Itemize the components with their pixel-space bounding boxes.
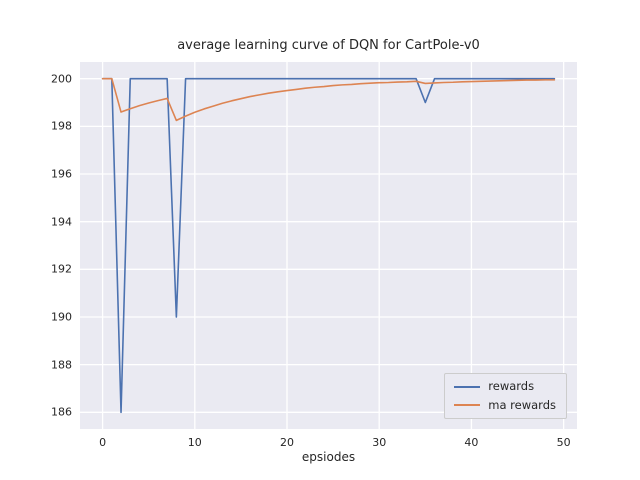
x-tick-label: 40 <box>464 436 479 449</box>
y-tick-label: 196 <box>51 167 72 181</box>
x-tick-label: 10 <box>187 436 202 449</box>
rewards-line <box>101 77 556 414</box>
x-axis-label: epsiodes <box>301 450 356 464</box>
y-tick-label: 200 <box>51 72 72 86</box>
x-tick-label: 50 <box>556 436 571 449</box>
ma-rewards-line-swatch <box>454 404 481 407</box>
chart-title: average learning curve of DQN for CartPo… <box>177 38 480 53</box>
plot-canvas <box>80 62 577 429</box>
plot-area <box>80 62 577 429</box>
y-tick-label: 190 <box>51 310 72 324</box>
legend-entry-ma-rewards: ma rewards <box>454 397 556 412</box>
legend-entry-rewards: rewards <box>454 379 556 393</box>
y-tick-label: 198 <box>51 119 72 133</box>
x-tick-label: 30 <box>372 436 387 449</box>
y-tick-label: 186 <box>51 405 72 419</box>
x-tick-label: 0 <box>99 436 107 449</box>
y-tick-label: 194 <box>51 215 72 229</box>
x-tick-label: 20 <box>280 436 294 449</box>
y-tick-label: 192 <box>51 262 72 276</box>
legend: rewards ma rewards <box>444 373 567 419</box>
ma-rewards-line <box>101 77 556 122</box>
legend-label-ma-rewards: ma rewards <box>488 397 556 412</box>
y-tick-label: 188 <box>51 358 72 372</box>
rewards-line-swatch <box>454 385 481 388</box>
legend-label-rewards: rewards <box>488 379 535 393</box>
